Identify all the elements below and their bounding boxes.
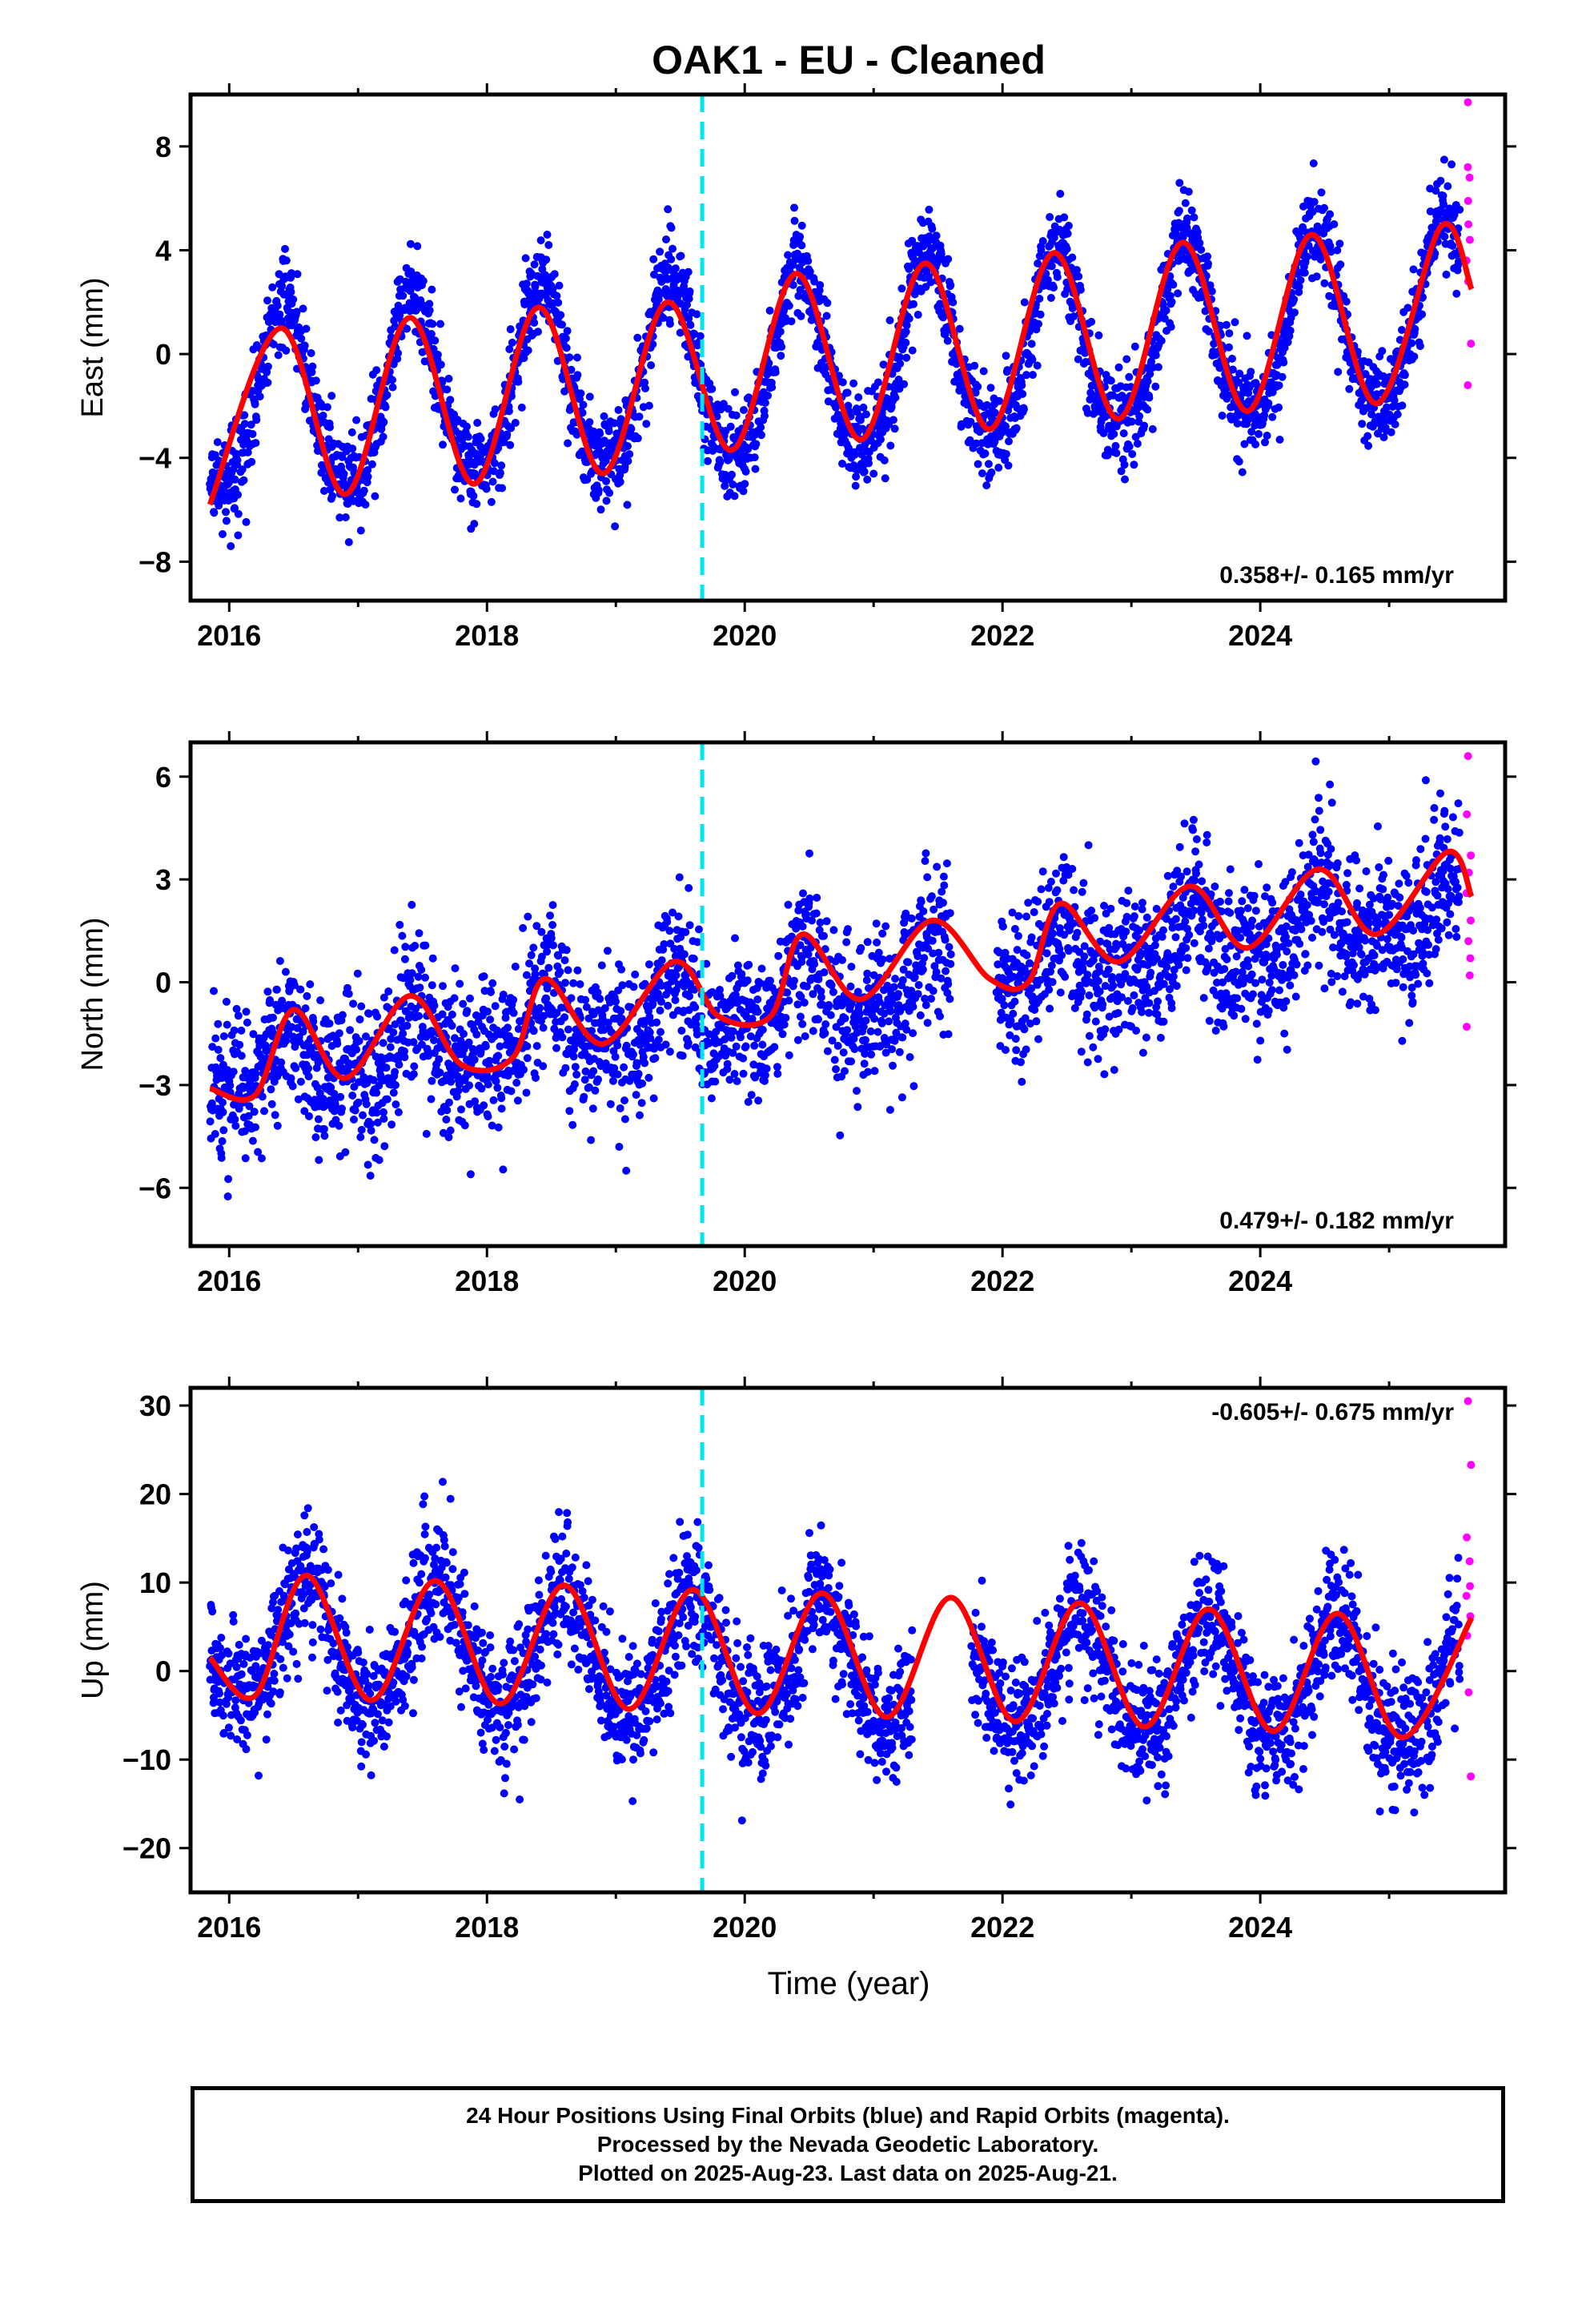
east-y-tick-label: 4 — [155, 234, 171, 267]
north-x-tick-label: 2022 — [970, 1265, 1034, 1297]
east-x-tick-label: 2022 — [970, 619, 1034, 652]
east-rapid-orbit-point — [1464, 196, 1472, 205]
up-panel: 2016 2018 2020 2022 2024 −20 −10 0 10 20 30 Up (mm)… — [76, 1377, 1516, 1944]
up-velocity-label: -0.605+/- 0.675 mm/yr — [1211, 1399, 1454, 1425]
up-data-layer — [206, 1397, 1476, 1825]
east-rapid-orbit-point — [1465, 173, 1474, 182]
up-plot-frame — [188, 1385, 1508, 1895]
north-y-tick-label: 0 — [155, 967, 171, 999]
up-rapid-orbit-point — [1465, 1557, 1474, 1566]
up-y-tick-label: 20 — [139, 1478, 171, 1511]
north-rapid-orbit-point — [1463, 1023, 1471, 1031]
east-rapid-orbit-point — [1465, 235, 1474, 244]
north-x-tick-label: 2018 — [455, 1265, 519, 1297]
up-x-tick-label: 2018 — [455, 1911, 519, 1944]
east-x-tick-label: 2016 — [197, 619, 261, 652]
up-rapid-orbit-point — [1467, 1772, 1476, 1781]
north-x-tick-label: 2016 — [197, 1265, 261, 1297]
up-y-tick-label: 0 — [155, 1655, 171, 1688]
north-x-tick-label: 2024 — [1228, 1265, 1292, 1297]
figure-title: OAK1 - EU - Cleaned — [652, 38, 1046, 82]
up-rapid-orbit-point — [1462, 1591, 1471, 1600]
up-rapid-orbit-point — [1464, 1397, 1472, 1405]
north-rapid-orbit-point — [1466, 954, 1475, 963]
east-rapid-orbit-point — [1467, 340, 1476, 348]
north-rapid-orbit-point — [1463, 810, 1472, 818]
east-y-tick-label: 0 — [155, 338, 171, 371]
north-panel: 2016 2018 2020 2022 2024 −6 −3 0 3 6 North (mm) 0.4… — [76, 731, 1516, 1297]
north-y-tick-label: 3 — [155, 863, 171, 896]
x-axis-label: Time (year) — [768, 1966, 930, 2001]
north-x-tick-label: 2020 — [713, 1265, 777, 1297]
processing-notes-box: 24 Hour Positions Using Final Orbits (bl… — [191, 2086, 1505, 2203]
north-y-tick-label: −3 — [139, 1069, 171, 1102]
east-rapid-orbit-point — [1464, 98, 1472, 107]
east-model-fit-line — [207, 221, 1475, 506]
processing-note-lab: Processed by the Nevada Geodetic Laborat… — [596, 2132, 1099, 2157]
east-rapid-orbit-point — [1464, 163, 1472, 171]
north-y-tick-label: 6 — [155, 761, 171, 794]
east-y-axis-label: East (mm) — [76, 277, 110, 417]
north-velocity-label: 0.479+/- 0.182 mm/yr — [1219, 1208, 1454, 1234]
up-y-tick-label: 30 — [139, 1389, 171, 1422]
up-y-tick-label: −20 — [122, 1832, 171, 1865]
up-rapid-orbit-point — [1467, 1461, 1476, 1470]
east-rapid-orbit-point — [1464, 220, 1473, 229]
east-y-tick-label: 8 — [155, 131, 171, 163]
east-velocity-label: 0.358+/- 0.165 mm/yr — [1219, 562, 1454, 589]
north-rapid-orbit-point — [1465, 971, 1474, 979]
east-y-tick-label: −8 — [139, 545, 171, 578]
east-rapid-orbit-point — [1464, 381, 1472, 389]
east-final-orbit-points — [206, 155, 1464, 551]
up-rapid-orbit-point — [1463, 1533, 1472, 1542]
north-rapid-orbit-point — [1464, 937, 1473, 946]
east-x-tick-label: 2020 — [713, 619, 777, 652]
up-x-tick-label: 2024 — [1228, 1911, 1292, 1944]
up-x-tick-label: 2020 — [713, 1911, 777, 1944]
up-x-tick-label: 2016 — [197, 1911, 261, 1944]
up-y-axis-label: Up (mm) — [76, 1581, 110, 1699]
up-final-orbit-points — [206, 1478, 1464, 1825]
east-panel: 2016 2018 2020 2022 2024 −8 −4 0 4 8 East (mm) 0.35… — [76, 83, 1516, 652]
north-plot-frame — [188, 740, 1508, 1248]
north-rapid-orbit-point — [1464, 752, 1472, 761]
east-plot-frame — [188, 92, 1508, 603]
north-y-tick-label: −6 — [139, 1172, 171, 1204]
processing-note-orbits: 24 Hour Positions Using Final Orbits (bl… — [466, 2103, 1230, 2128]
east-y-tick-label: −4 — [139, 442, 171, 475]
east-x-tick-label: 2024 — [1228, 619, 1292, 652]
north-rapid-orbit-point — [1467, 851, 1476, 860]
north-data-layer — [206, 752, 1476, 1201]
north-model-fit-line — [209, 848, 1475, 1103]
up-rapid-orbit-point — [1464, 1688, 1473, 1697]
up-x-tick-label: 2022 — [970, 1911, 1034, 1944]
north-rapid-orbit-point — [1467, 916, 1475, 925]
up-y-tick-label: −10 — [122, 1743, 171, 1776]
up-y-tick-label: 10 — [139, 1566, 171, 1599]
east-data-layer — [206, 98, 1476, 551]
processing-note-dates: Plotted on 2025-Aug-23. Last data on 202… — [578, 2161, 1118, 2185]
north-y-axis-label: North (mm) — [76, 917, 110, 1071]
east-x-tick-label: 2018 — [455, 619, 519, 652]
up-rapid-orbit-point — [1466, 1582, 1475, 1590]
up-model-fit-line — [207, 1572, 1475, 1741]
